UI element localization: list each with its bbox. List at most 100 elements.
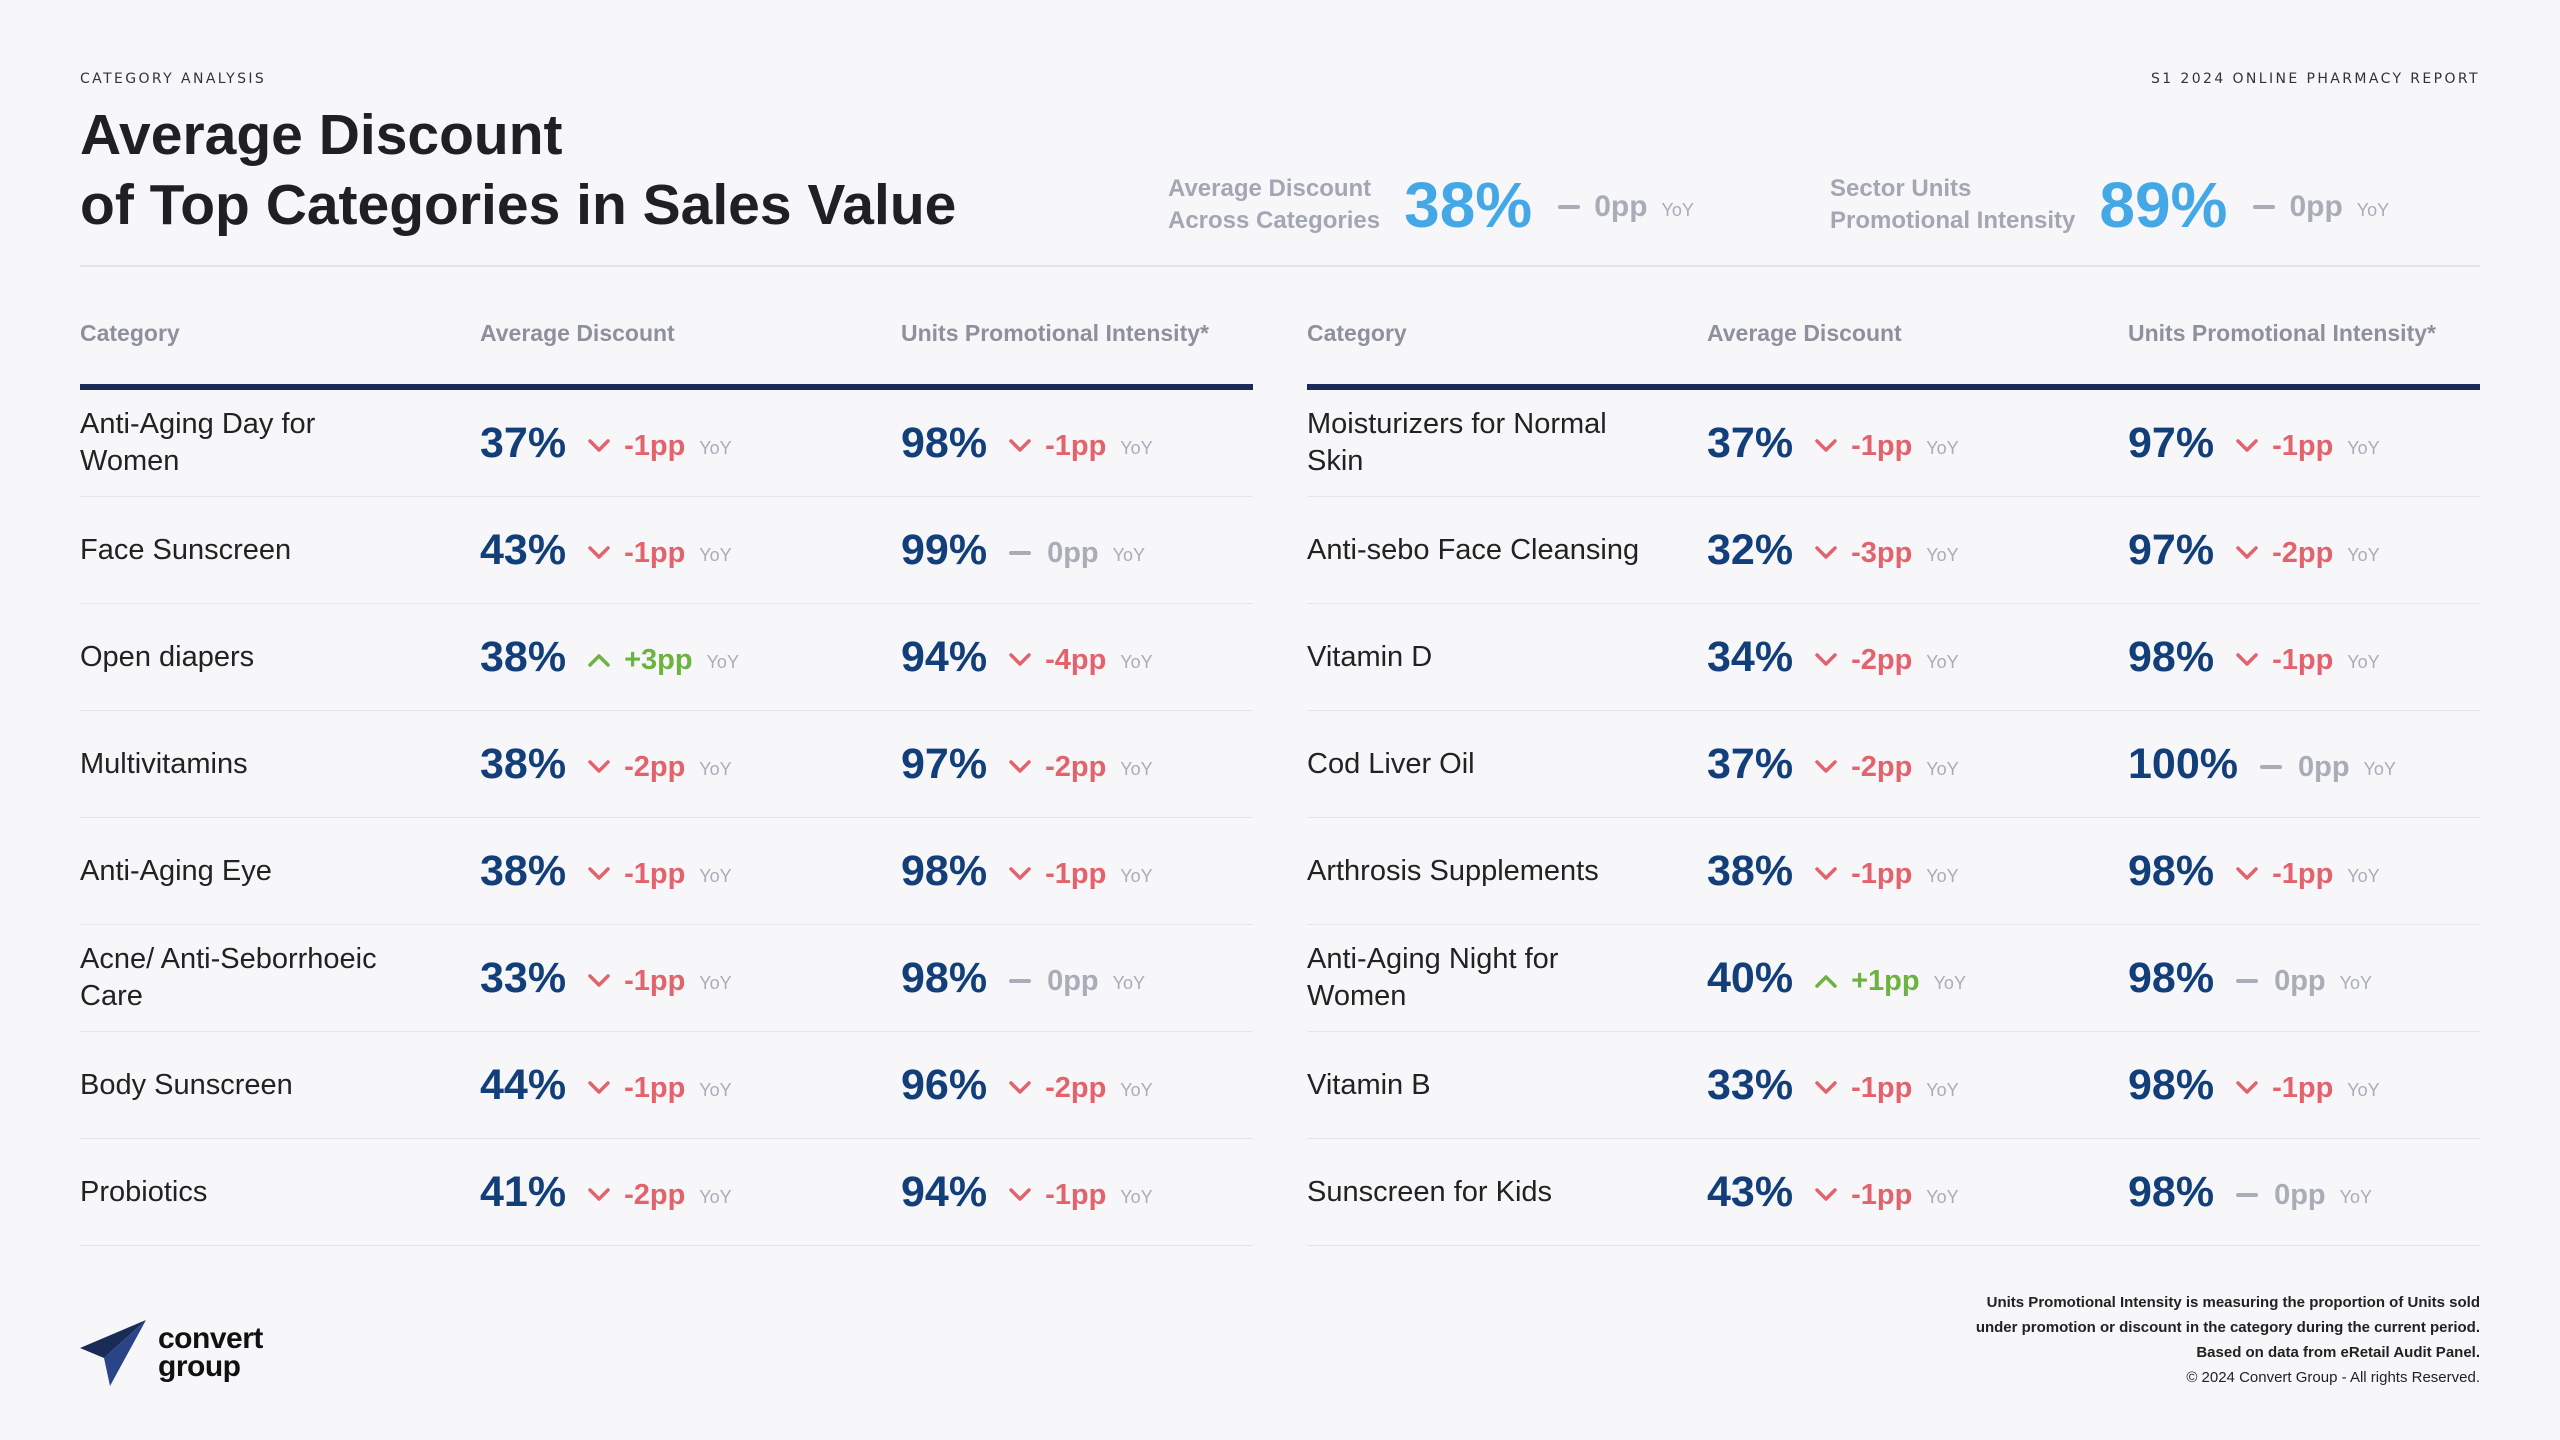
delta-value: -2pp [624, 1178, 686, 1211]
average-discount-cell: 33% -1pp YoY [1707, 1032, 1959, 1138]
intensity-value: 100% [2128, 739, 2238, 788]
yoy-label: YoY [1120, 1186, 1153, 1207]
yoy-label: YoY [2339, 1186, 2373, 1207]
delta-value: +1pp [1851, 964, 1920, 997]
discount-value: 43% [1707, 1167, 1794, 1216]
category-name: Moisturizers for Normal Skin [1307, 408, 1607, 477]
units-intensity-cell: 94% -4pp YoY [901, 604, 1153, 710]
table-row: Arthrosis Supplements 38% -1pp YoY 98% -1pp Yo… [1307, 818, 2480, 925]
delta-value: -1pp [624, 536, 686, 569]
average-discount-cell: 37% -1pp YoY [480, 390, 732, 496]
table-row: Vitamin D 34% -2pp YoY 98% -1pp YoY [1307, 604, 2480, 711]
average-discount-cell: 38% -2pp YoY [480, 711, 732, 817]
intensity-delta: -2pp YoY [1009, 1072, 1153, 1105]
chevron-down-icon [588, 439, 610, 452]
page-title-line1: Average Discount [80, 103, 563, 167]
intensity-delta: 0pp YoY [2259, 751, 2396, 784]
yoy-label: YoY [1926, 865, 1959, 886]
chevron-down-icon [2236, 1081, 2258, 1094]
yoy-label: YoY [1112, 544, 1146, 565]
yoy-label: YoY [1120, 865, 1153, 886]
discount-delta: -2pp YoY [588, 1179, 732, 1212]
average-discount-cell: 34% -2pp YoY [1707, 604, 1959, 710]
yoy-label: YoY [2363, 758, 2396, 779]
discount-delta: -1pp YoY [1815, 1072, 1959, 1105]
delta-value: -1pp [2272, 643, 2334, 676]
chevron-down-icon [2236, 867, 2258, 880]
copyright: © 2024 Convert Group - All rights Reserv… [2186, 1369, 2480, 1386]
yoy-label: YoY [1926, 544, 1959, 565]
units-intensity-cell: 97% -2pp YoY [901, 711, 1153, 817]
intensity-value: 96% [901, 1060, 988, 1109]
units-intensity-cell: 98% -1pp YoY [2128, 818, 2380, 924]
delta-value: -1pp [2272, 429, 2334, 462]
yoy-label: YoY [2347, 865, 2380, 886]
delta-value: -1pp [1851, 1071, 1913, 1104]
table-row: Sunscreen for Kids 43% -1pp YoY 98% 0pp YoY [1307, 1139, 2480, 1246]
category-name: Probiotics [80, 1175, 208, 1208]
yoy-label: YoY [1926, 1186, 1959, 1207]
intensity-delta: 0pp YoY [1009, 965, 1145, 998]
column-header-category: Category [80, 320, 180, 346]
average-discount-cell: 37% -1pp YoY [1707, 390, 1959, 496]
delta-value: -1pp [2272, 857, 2334, 890]
intensity-delta: -2pp YoY [2236, 537, 2380, 570]
units-intensity-cell: 98% 0pp YoY [2128, 1139, 2372, 1245]
intensity-value: 98% [2128, 953, 2215, 1002]
units-intensity-cell: 97% -1pp YoY [2128, 390, 2380, 496]
logo-wordmark: convert group [158, 1324, 263, 1383]
kpi-delta: 0pp YoY [2253, 190, 2389, 224]
kpi-label-line2: Across Categories [1168, 207, 1381, 234]
delta-value: -1pp [2272, 1071, 2334, 1104]
intensity-delta: -1pp YoY [2236, 430, 2380, 463]
flat-dash-icon [2253, 205, 2276, 209]
discount-value: 41% [480, 1167, 567, 1216]
delta-value: -1pp [1851, 857, 1913, 890]
chevron-down-icon [1815, 867, 1837, 880]
discount-delta: -1pp YoY [588, 858, 732, 891]
discount-delta: -3pp YoY [1815, 537, 1959, 570]
chevron-down-icon [2236, 653, 2258, 666]
yoy-label: YoY [1933, 972, 1966, 993]
yoy-label: YoY [1926, 1079, 1959, 1100]
units-intensity-cell: 98% 0pp YoY [2128, 925, 2372, 1031]
discount-value: 43% [480, 525, 567, 574]
yoy-label: YoY [2347, 651, 2380, 672]
intensity-delta: -1pp YoY [1009, 858, 1153, 891]
delta-value: -1pp [624, 964, 686, 997]
delta-value: -2pp [624, 750, 686, 783]
chevron-down-icon [1009, 760, 1031, 773]
yoy-label: YoY [2347, 437, 2380, 458]
yoy-label: YoY [1661, 199, 1694, 220]
average-discount-cell: 43% -1pp YoY [480, 497, 732, 603]
chevron-down-icon [1009, 1188, 1031, 1201]
chevron-down-icon [588, 1081, 610, 1094]
logo-line2: group [158, 1350, 241, 1383]
kpi-delta-value: 0pp [1594, 190, 1648, 223]
delta-value: -1pp [624, 857, 686, 890]
discount-value: 34% [1707, 632, 1794, 681]
intensity-value: 98% [2128, 1167, 2215, 1216]
delta-value: -1pp [1045, 429, 1107, 462]
discount-value: 37% [1707, 739, 1794, 788]
delta-value: -1pp [624, 429, 686, 462]
delta-value: -2pp [2272, 536, 2334, 569]
flat-dash-icon [2259, 765, 2282, 769]
yoy-label: YoY [1112, 972, 1146, 993]
kpi-label-line1: Average Discount [1168, 175, 1372, 202]
category-name: Anti-sebo Face Cleansing [1307, 533, 1640, 566]
average-discount-cell: 37% -2pp YoY [1707, 711, 1959, 817]
average-discount-cell: 38% -1pp YoY [480, 818, 732, 924]
discount-delta: -2pp YoY [588, 751, 732, 784]
delta-value: -1pp [1045, 857, 1107, 890]
discount-value: 38% [1707, 846, 1794, 895]
convert-group-logo: convert group [80, 1318, 263, 1388]
kpi-label-line2: Promotional Intensity [1830, 207, 2076, 234]
average-discount-cell: 43% -1pp YoY [1707, 1139, 1959, 1245]
right-category-table: Category Average Discount Units Promotio… [1307, 320, 2480, 1246]
kpi-delta-value: 0pp [2289, 190, 2343, 223]
footnote: Units Promotional Intensity is measuring… [1976, 1290, 2480, 1390]
chevron-down-icon [588, 974, 610, 987]
report-label: S1 2024 ONLINE PHARMACY REPORT [2150, 71, 2480, 87]
category-name: Arthrosis Supplements [1307, 854, 1599, 887]
